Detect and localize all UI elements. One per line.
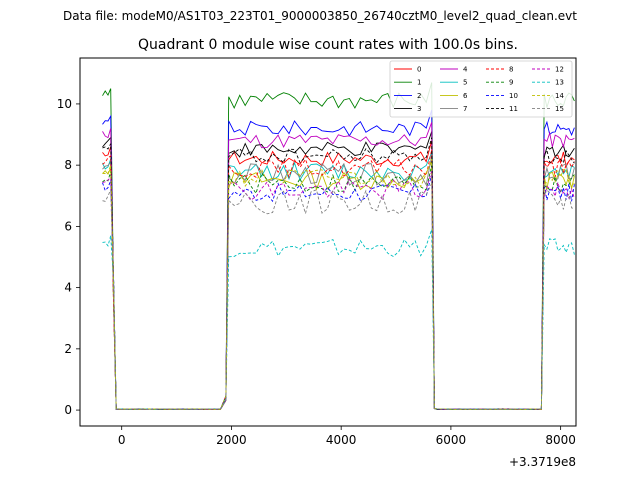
x-axis: 0 2000 4000 6000 8000: [118, 426, 576, 447]
y-tick-label: 2: [64, 342, 72, 356]
y-tick-label: 6: [64, 219, 72, 233]
x-tick-label: 6000: [436, 433, 467, 447]
legend-label: 15: [555, 105, 564, 113]
legend-label: 13: [555, 79, 564, 87]
legend-label: 11: [509, 105, 518, 113]
legend-label: 5: [463, 79, 467, 87]
legend-label: 7: [463, 105, 467, 113]
x-tick-label: 2000: [216, 433, 247, 447]
x-offset-label: +3.3719e8: [509, 455, 576, 469]
legend-label: 1: [417, 79, 421, 87]
legend-label: 10: [509, 92, 518, 100]
series-layer: [102, 82, 575, 410]
legend-label: 4: [463, 66, 468, 74]
legend-label: 0: [417, 66, 421, 74]
x-tick-label: 0: [118, 433, 126, 447]
legend-label: 14: [555, 92, 564, 100]
y-axis: 0 2 4 6 8 10: [57, 97, 80, 417]
series-line-15: [102, 183, 575, 410]
x-tick-label: 4000: [326, 433, 357, 447]
legend-label: 12: [555, 66, 564, 74]
chart-title: Quadrant 0 module wise count rates with …: [138, 37, 518, 53]
y-tick-label: 10: [57, 97, 72, 111]
legend-label: 9: [509, 79, 513, 87]
legend-label: 3: [417, 105, 421, 113]
legend-label: 2: [417, 92, 421, 100]
y-tick-label: 0: [64, 403, 72, 417]
y-tick-label: 4: [64, 281, 72, 295]
axes-frame: [79, 57, 577, 427]
legend-label: 8: [509, 66, 513, 74]
suptitle: Data file: modeM0/AS1T03_223T01_90000038…: [63, 9, 577, 23]
y-tick-label: 8: [64, 158, 72, 172]
legend-label: 6: [463, 92, 468, 100]
legend-box: [389, 60, 573, 118]
x-tick-label: 8000: [545, 433, 576, 447]
